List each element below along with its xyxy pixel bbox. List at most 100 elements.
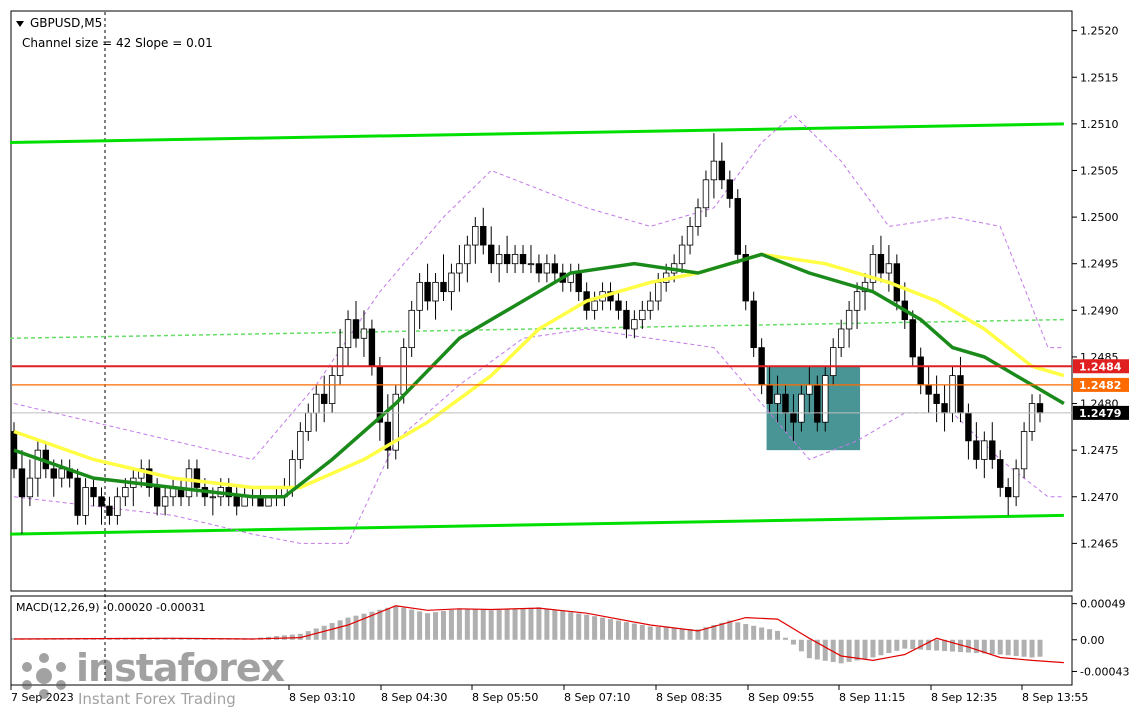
candle-body (885, 263, 893, 274)
price-tick-label: 1.2470 (1080, 491, 1119, 504)
candle (146, 459, 153, 497)
macd-bar (488, 610, 494, 640)
macd-bar (1037, 639, 1043, 657)
macd-bar (854, 639, 860, 661)
macd-bar (440, 611, 446, 640)
candle-body (336, 347, 344, 376)
macd-layer: 0.00049 0.00 -0.00043 (11, 598, 1129, 678)
candle (34, 440, 42, 497)
macd-bar (417, 611, 423, 640)
macd-bar (11, 638, 17, 640)
candle (973, 422, 980, 469)
time-tick-label: 8 Sep 03:10 (289, 691, 355, 704)
price-axis: 1.2520 1.2515 1.2510 1.2505 1.2500 1.2495 1.24… (1072, 25, 1129, 550)
candle (551, 254, 559, 283)
candle-body (50, 468, 57, 479)
candle (98, 487, 105, 525)
macd-bar (687, 628, 693, 640)
main-plot-frame (10, 10, 1073, 592)
level-layer (12, 365, 1072, 414)
candle-body (320, 393, 328, 404)
candle (543, 254, 551, 283)
ma-fast (13, 252, 1065, 499)
candle (702, 170, 710, 218)
macd-bar (934, 639, 940, 651)
candle (297, 422, 304, 469)
candle-body (1028, 403, 1036, 432)
macd-bar (568, 612, 574, 640)
candle-body (360, 328, 368, 339)
macd-bar (965, 639, 971, 653)
candle-body (527, 263, 535, 266)
macd-bar (385, 607, 391, 640)
candle-body (766, 384, 773, 404)
candle-body (352, 319, 360, 339)
macd-bar (886, 639, 892, 654)
candle (472, 217, 479, 264)
candle (710, 133, 718, 199)
candle-body (480, 226, 487, 246)
candle-body (623, 309, 630, 330)
time-tick-label: 8 Sep 11:15 (839, 691, 905, 704)
macd-bar (409, 609, 415, 640)
candle (647, 291, 654, 320)
candle (392, 384, 399, 460)
candle-body (114, 496, 121, 516)
candle (694, 198, 702, 236)
candle (623, 301, 630, 339)
macd-bar (950, 639, 956, 652)
macd-label: MACD(12,26,9) -0.00020 -0.00031 (16, 601, 206, 614)
candle (488, 226, 495, 274)
candle-body (424, 281, 431, 302)
candle-body (798, 393, 805, 423)
candle-body (161, 496, 169, 507)
macd-bar (790, 639, 796, 645)
candle (1020, 422, 1028, 479)
candle-body (702, 179, 710, 209)
candle-body (74, 477, 81, 516)
candle-body (957, 375, 964, 414)
candle-body (822, 375, 829, 423)
macd-bar (663, 627, 669, 640)
candle-body (774, 393, 781, 404)
candle-body (989, 440, 996, 460)
macd-bar (393, 605, 399, 640)
symbol-menu-icon[interactable] (16, 21, 24, 27)
macd-bar (1013, 639, 1019, 656)
macd-bar (743, 624, 749, 640)
macd-bar (425, 613, 431, 640)
watermark-tagline: Instant Forex Trading (78, 690, 236, 708)
candle (527, 245, 535, 274)
candle (82, 478, 89, 525)
candle-body (718, 160, 726, 181)
macd-bar (942, 639, 948, 652)
macd-bar (1029, 639, 1035, 658)
macd-bar (377, 609, 383, 640)
candle-body (845, 309, 853, 330)
candle-body (997, 459, 1004, 488)
candle-body (837, 328, 845, 349)
macd-bar (631, 623, 637, 640)
candle-body (893, 263, 901, 302)
candle (495, 245, 503, 283)
candle (432, 273, 439, 320)
macd-bar (552, 609, 558, 640)
candle-body (313, 393, 320, 414)
candle (503, 235, 511, 274)
macd-bar (846, 639, 852, 662)
macd-signal-line (13, 605, 1064, 664)
macd-bar (448, 609, 454, 640)
candle (726, 170, 734, 208)
macd-bar (775, 630, 781, 640)
candle (328, 366, 336, 413)
candle-body (615, 300, 622, 311)
candle (742, 245, 749, 311)
candle-body (344, 319, 352, 349)
candle-body (58, 468, 65, 479)
macd-bar (806, 639, 812, 659)
price-tick-label: 1.2505 (1080, 164, 1119, 177)
time-tick-label: 8 Sep 04:30 (381, 691, 447, 704)
candle-body (18, 468, 26, 498)
